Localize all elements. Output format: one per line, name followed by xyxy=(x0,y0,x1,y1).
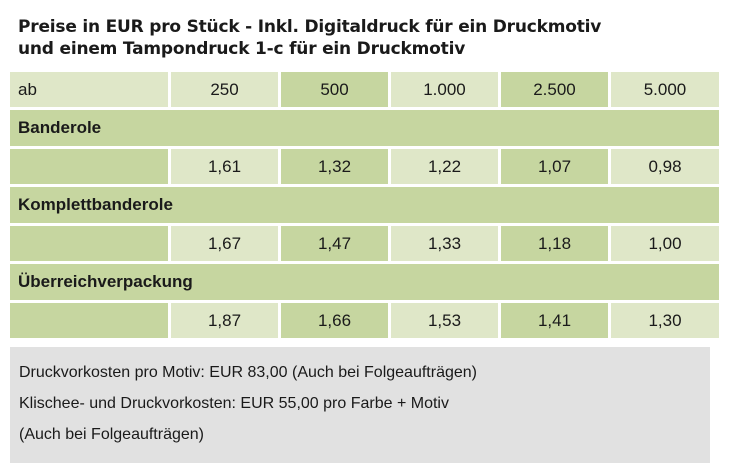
price-cell: 1,22 xyxy=(391,149,501,187)
quantity-cell: 500 xyxy=(281,72,391,110)
price-cell: 1,53 xyxy=(391,303,501,341)
note-line: Druckvorkosten pro Motiv: EUR 83,00 (Auc… xyxy=(19,364,477,381)
price-row-komplettbanderole: 1,67 1,47 1,33 1,18 1,00 xyxy=(10,226,719,264)
section-title: Banderole xyxy=(10,110,719,149)
price-cell: 1,41 xyxy=(501,303,611,341)
price-cell: 1,61 xyxy=(171,149,281,187)
price-row-banderole: 1,61 1,32 1,22 1,07 0,98 xyxy=(10,149,719,187)
section-header-banderole: Banderole xyxy=(10,110,719,149)
title-line-1: Preise in EUR pro Stück - Inkl. Digitald… xyxy=(18,17,602,37)
price-cell: 1,47 xyxy=(281,226,391,264)
title-line-2: und einem Tampondruck 1-c für ein Druckm… xyxy=(18,39,466,59)
price-table-title: Preise in EUR pro Stück - Inkl. Digitald… xyxy=(18,16,718,60)
price-cell: 1,32 xyxy=(281,149,391,187)
note-line: (Auch bei Folgeaufträgen) xyxy=(19,426,204,443)
note-line: Klischee- und Druckvorkosten: EUR 55,00 … xyxy=(19,395,449,412)
section-header-ueberreichverpackung: Überreichverpackung xyxy=(10,264,719,303)
quantity-cell: 5.000 xyxy=(611,72,719,110)
price-row-ueberreichverpackung: 1,87 1,66 1,53 1,41 1,30 xyxy=(10,303,719,341)
price-cell: 1,33 xyxy=(391,226,501,264)
price-row-empty-cell xyxy=(10,226,171,264)
notes-box: Druckvorkosten pro Motiv: EUR 83,00 (Auc… xyxy=(10,347,710,463)
price-cell: 1,66 xyxy=(281,303,391,341)
price-cell: 1,07 xyxy=(501,149,611,187)
quantity-cell: 250 xyxy=(171,72,281,110)
price-cell: 1,00 xyxy=(611,226,719,264)
price-cell: 1,87 xyxy=(171,303,281,341)
price-cell: 1,18 xyxy=(501,226,611,264)
price-cell: 0,98 xyxy=(611,149,719,187)
quantity-label: ab xyxy=(10,72,171,110)
section-header-komplettbanderole: Komplettbanderole xyxy=(10,187,719,226)
quantity-cell: 2.500 xyxy=(501,72,611,110)
section-title: Komplettbanderole xyxy=(10,187,719,226)
price-cell: 1,30 xyxy=(611,303,719,341)
price-table: ab 250 500 1.000 2.500 5.000 Banderole 1… xyxy=(10,72,719,341)
quantity-cell: 1.000 xyxy=(391,72,501,110)
quantity-row: ab 250 500 1.000 2.500 5.000 xyxy=(10,72,719,110)
price-cell: 1,67 xyxy=(171,226,281,264)
price-row-empty-cell xyxy=(10,149,171,187)
section-title: Überreichverpackung xyxy=(10,264,719,303)
price-row-empty-cell xyxy=(10,303,171,341)
